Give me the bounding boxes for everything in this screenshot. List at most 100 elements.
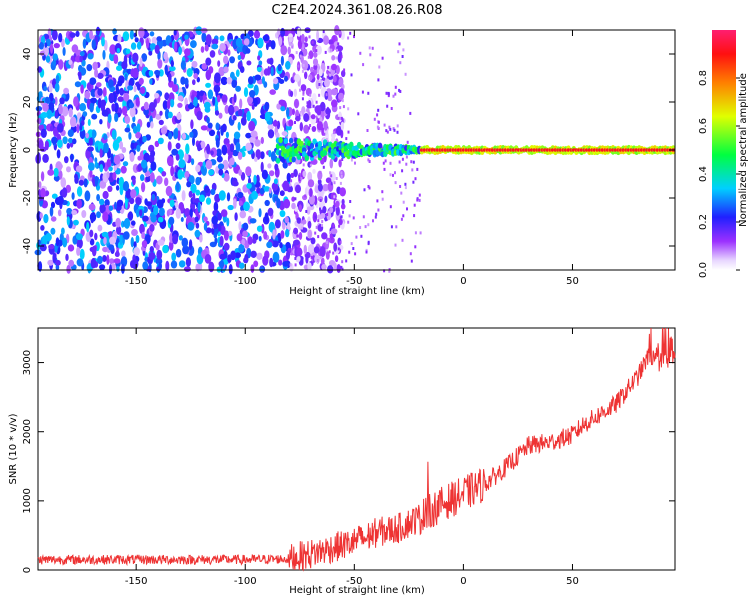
- noise-speckle: [135, 197, 142, 206]
- noise-speckle: [161, 171, 167, 177]
- transition-speckle: [349, 31, 352, 35]
- transition-speckle: [401, 55, 404, 58]
- x-tick-label: 0: [460, 276, 466, 287]
- noise-speckle: [331, 55, 336, 61]
- y-tick-label: 0: [22, 147, 33, 153]
- noise-speckle: [328, 39, 334, 45]
- noise-speckle: [313, 52, 318, 58]
- noise-speckle: [38, 181, 42, 189]
- noise-speckle: [154, 44, 160, 54]
- noise-speckle: [297, 39, 303, 50]
- noise-speckle: [57, 195, 64, 205]
- noise-speckle: [74, 176, 79, 184]
- noise-speckle: [104, 39, 108, 51]
- transition-speckle: [399, 185, 402, 188]
- noise-speckle: [178, 235, 183, 241]
- noise-speckle: [284, 216, 289, 224]
- noise-speckle: [55, 237, 60, 247]
- noise-speckle: [143, 101, 149, 111]
- noise-speckle: [317, 196, 324, 202]
- noise-speckle: [162, 100, 168, 110]
- noise-speckle: [157, 239, 165, 246]
- noise-speckle: [219, 253, 226, 260]
- transition-speckle: [330, 182, 333, 186]
- noise-speckle: [116, 199, 124, 207]
- transition-speckle: [363, 188, 366, 192]
- noise-speckle: [187, 103, 195, 110]
- noise-speckle: [195, 164, 201, 173]
- transition-speckle: [332, 224, 335, 228]
- noise-speckle: [158, 69, 164, 77]
- noise-speckle: [293, 169, 298, 178]
- transition-speckle: [320, 216, 323, 220]
- noise-speckle: [245, 48, 251, 54]
- noise-speckle: [279, 210, 286, 218]
- noise-speckle: [250, 264, 255, 273]
- transition-speckle: [302, 92, 305, 96]
- noise-speckle: [216, 94, 221, 103]
- transition-speckle: [394, 85, 397, 89]
- transition-speckle: [382, 161, 385, 165]
- x-tick-label: -100: [234, 576, 257, 587]
- noise-speckle: [205, 159, 213, 170]
- noise-speckle: [113, 165, 118, 171]
- noise-speckle: [287, 46, 291, 55]
- noise-speckle: [137, 155, 142, 161]
- noise-speckle: [149, 31, 155, 37]
- noise-speckle: [139, 86, 146, 94]
- noise-speckle: [103, 142, 109, 154]
- transition-speckle: [327, 72, 330, 76]
- transition-speckle: [404, 186, 407, 190]
- noise-speckle: [121, 147, 127, 153]
- noise-speckle: [251, 190, 258, 200]
- noise-speckle: [51, 29, 58, 41]
- transition-speckle: [301, 69, 304, 73]
- noise-speckle: [94, 68, 99, 78]
- noise-speckle: [67, 129, 74, 138]
- noise-speckle: [235, 69, 240, 77]
- noise-speckle: [299, 256, 304, 263]
- noise-speckle: [200, 165, 205, 173]
- noise-speckle: [226, 217, 230, 227]
- noise-speckle: [131, 229, 138, 236]
- noise-speckle: [248, 120, 256, 132]
- noise-speckle: [164, 177, 169, 187]
- noise-speckle: [246, 110, 251, 122]
- noise-speckle: [340, 121, 345, 131]
- transition-speckle: [315, 100, 318, 104]
- transition-speckle: [366, 129, 369, 132]
- noise-speckle: [109, 264, 112, 275]
- transition-speckle: [341, 158, 344, 161]
- noise-speckle: [205, 34, 212, 46]
- noise-speckle: [38, 139, 44, 150]
- noise-speckle: [336, 264, 341, 273]
- noise-speckle: [116, 265, 120, 272]
- noise-speckle: [184, 34, 189, 40]
- noise-speckle: [203, 101, 211, 109]
- transition-speckle: [341, 267, 344, 271]
- transition-speckle: [409, 111, 412, 115]
- noise-speckle: [325, 108, 331, 115]
- noise-speckle: [50, 43, 54, 54]
- noise-speckle: [165, 185, 173, 197]
- noise-speckle: [257, 37, 264, 49]
- transition-speckle: [368, 46, 371, 50]
- noise-speckle: [138, 27, 145, 38]
- noise-speckle: [129, 106, 136, 118]
- noise-speckle: [304, 36, 308, 43]
- noise-speckle: [191, 94, 195, 101]
- noise-speckle: [59, 97, 65, 105]
- noise-speckle: [215, 137, 220, 148]
- noise-speckle: [87, 53, 94, 60]
- noise-speckle: [68, 59, 73, 65]
- noise-speckle: [150, 150, 156, 158]
- noise-speckle: [63, 87, 69, 95]
- noise-speckle: [331, 99, 338, 108]
- noise-speckle: [61, 227, 65, 235]
- noise-speckle: [99, 180, 107, 189]
- noise-speckle: [171, 148, 179, 156]
- transition-speckle: [375, 212, 378, 216]
- noise-speckle: [303, 124, 310, 134]
- noise-speckle: [121, 105, 128, 116]
- transition-speckle: [325, 138, 328, 142]
